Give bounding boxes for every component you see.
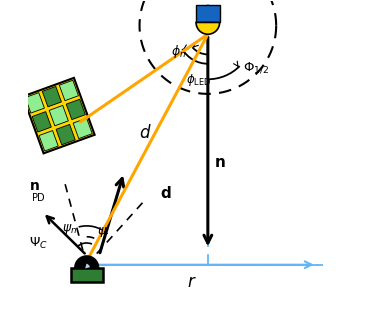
Polygon shape [73, 118, 92, 139]
Text: $\Phi_{1/2}$: $\Phi_{1/2}$ [243, 60, 269, 75]
Wedge shape [85, 264, 90, 268]
Text: $\phi_{\mathrm{LED}}$: $\phi_{\mathrm{LED}}$ [186, 72, 211, 88]
Text: $\phi_n$: $\phi_n$ [171, 43, 186, 61]
Text: $\mathrm{PD}$: $\mathrm{PD}$ [31, 191, 46, 203]
Text: $\mathbf{n}$: $\mathbf{n}$ [214, 155, 225, 170]
Text: $\psi$: $\psi$ [97, 225, 108, 239]
Text: $\Psi_C$: $\Psi_C$ [29, 236, 48, 251]
Wedge shape [196, 22, 220, 34]
Text: $d$: $d$ [139, 124, 152, 142]
FancyBboxPatch shape [71, 268, 103, 282]
Polygon shape [25, 93, 44, 113]
Polygon shape [56, 124, 75, 145]
Text: $\mathbf{d}$: $\mathbf{d}$ [160, 185, 172, 201]
Polygon shape [32, 112, 51, 132]
FancyBboxPatch shape [196, 5, 220, 22]
Text: $r$: $r$ [187, 273, 197, 291]
Polygon shape [39, 131, 58, 151]
Polygon shape [49, 105, 68, 126]
Polygon shape [66, 99, 85, 119]
Text: $\psi_n$: $\psi_n$ [62, 222, 77, 236]
Text: $\mathbf{n}$: $\mathbf{n}$ [29, 178, 39, 193]
Polygon shape [59, 80, 78, 101]
Polygon shape [23, 78, 95, 154]
Wedge shape [75, 256, 98, 268]
Polygon shape [42, 86, 61, 107]
